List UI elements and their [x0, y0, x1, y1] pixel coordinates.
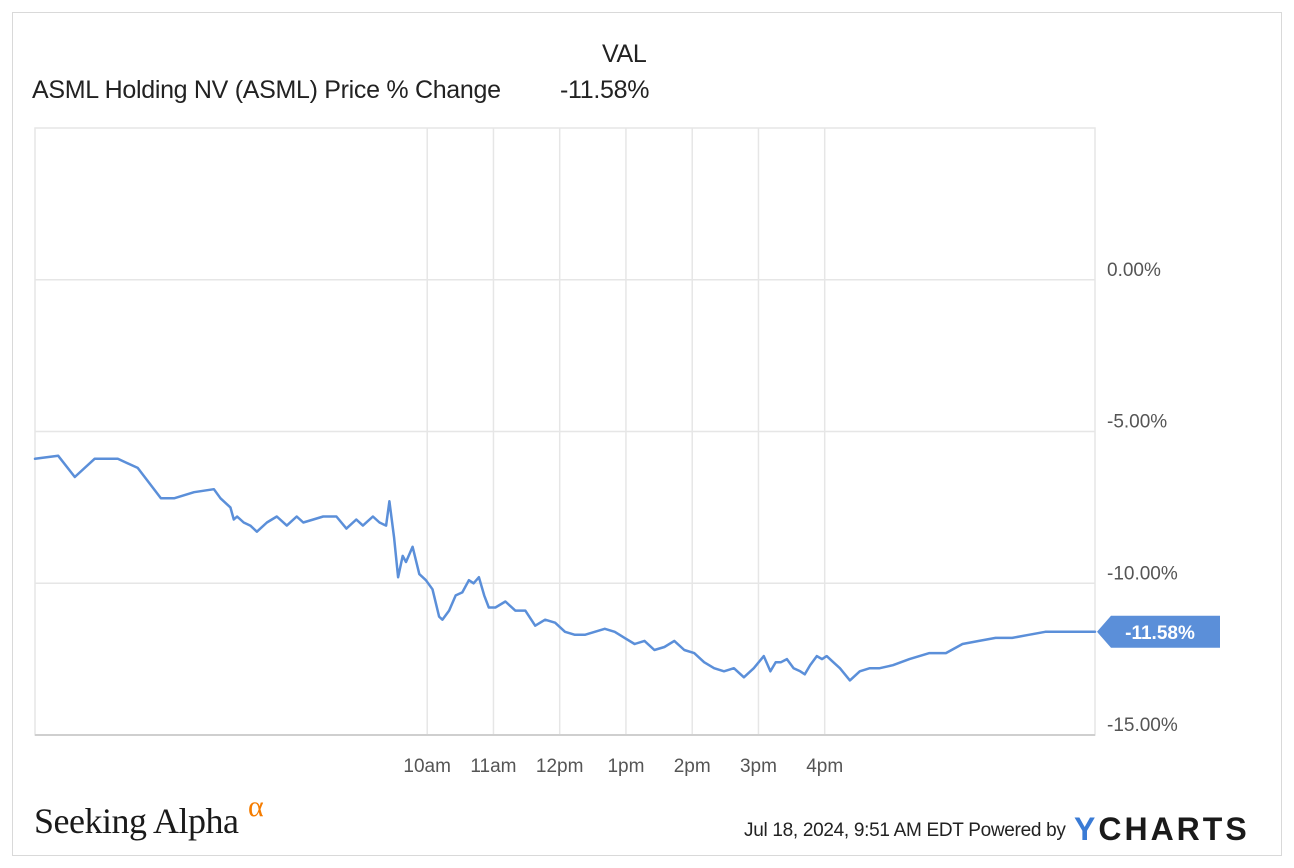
- series-layer: [33, 454, 1097, 682]
- legend-column-header: VAL: [602, 40, 647, 68]
- alpha-logo-mark: α: [248, 790, 264, 823]
- grid-layer: [34, 127, 1096, 736]
- chart-frame: [12, 12, 1282, 856]
- x-tick-label: 11am: [470, 756, 516, 777]
- y-tick-label: -5.00%: [1107, 412, 1167, 433]
- legend-series-name: ASML Holding NV (ASML) Price % Change: [32, 76, 501, 104]
- last-value-badge: [1097, 615, 1220, 648]
- y-tick-label: -10.00%: [1107, 563, 1178, 584]
- ycharts-logo-y: Y: [1074, 811, 1099, 847]
- x-tick-label: 12pm: [536, 756, 584, 777]
- x-tick-label: 1pm: [607, 756, 644, 777]
- ycharts-logo: YCHARTS: [1074, 811, 1250, 848]
- x-tick-label: 3pm: [740, 756, 777, 777]
- series-line: [33, 454, 1097, 682]
- legend-series-value: -11.58%: [560, 76, 650, 104]
- ycharts-logo-rest: CHARTS: [1098, 811, 1250, 847]
- seeking-alpha-logo-text: Seeking Alpha: [34, 801, 239, 841]
- x-tick-label: 2pm: [674, 756, 711, 777]
- powered-by-text: Powered by: [968, 820, 1066, 841]
- y-tick-label: 0.00%: [1107, 260, 1161, 281]
- axis-layer: 0.00% -5.00% -10.00% -15.00% 10am 11am 12pm 1pm…: [35, 260, 1178, 777]
- timestamp-text: Jul 18, 2024, 9:51 AM EDT: [744, 820, 964, 841]
- y-tick-label: -15.00%: [1107, 715, 1178, 736]
- x-tick-label: 4pm: [806, 756, 843, 777]
- last-value-badge-layer: -11.58%: [1097, 615, 1220, 648]
- footer-timestamp: Jul 18, 2024, 9:51 AM EDT Powered by: [744, 820, 1066, 842]
- x-tick-label: 10am: [403, 756, 451, 777]
- last-value-label: -11.58%: [1125, 623, 1195, 644]
